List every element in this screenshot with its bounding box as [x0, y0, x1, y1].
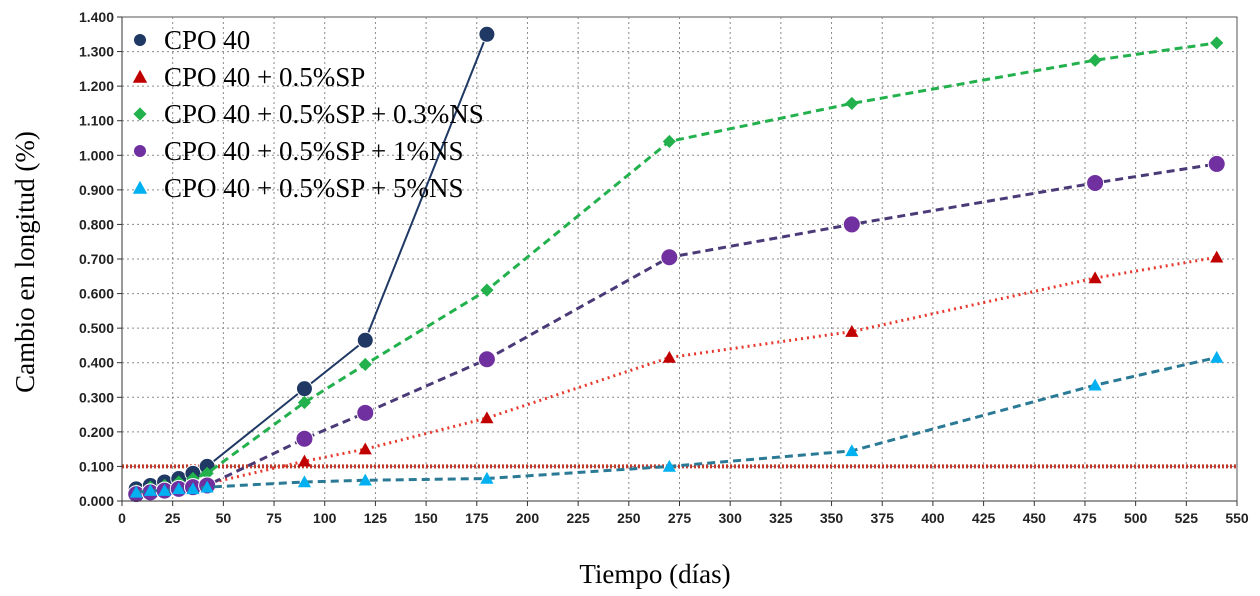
data-point [356, 403, 375, 422]
y-tick-label: 0.300 [79, 389, 114, 405]
data-point [480, 411, 494, 424]
data-point [129, 485, 143, 498]
x-tick-label: 225 [566, 510, 590, 526]
x-tick-label: 500 [1124, 510, 1148, 526]
x-tick-label: 300 [719, 510, 743, 526]
x-tick-label: 0 [118, 510, 126, 526]
legend-marker [134, 34, 146, 46]
y-tick-label: 0.800 [79, 216, 114, 232]
data-point [200, 480, 214, 493]
data-point [1088, 271, 1102, 284]
data-point [356, 331, 374, 349]
y-tick-label: 0.600 [79, 286, 114, 302]
data-point [143, 484, 157, 496]
y-tick-label: 0.100 [79, 458, 114, 474]
x-tick-label: 25 [165, 510, 181, 526]
legend-label: CPO 40 + 0.5%SP + 5%NS [164, 173, 464, 203]
y-tick-label: 1.000 [79, 147, 114, 163]
x-tick-label: 250 [617, 510, 641, 526]
data-point [1210, 350, 1224, 363]
y-tick-label: 1.200 [79, 78, 114, 94]
x-tick-label: 275 [668, 510, 692, 526]
data-point [477, 350, 496, 369]
data-point [297, 454, 312, 467]
data-point [295, 380, 313, 398]
y-tick-label: 0.700 [79, 251, 114, 267]
x-tick-label: 125 [364, 510, 388, 526]
data-point [186, 482, 200, 495]
y-tick-label: 1.300 [79, 44, 114, 60]
data-point [358, 442, 372, 455]
data-point [662, 134, 676, 149]
data-point [295, 429, 314, 448]
x-tick-label: 350 [820, 510, 844, 526]
data-point [662, 459, 676, 472]
x-tick-label: 50 [216, 510, 232, 526]
x-tick-label: 150 [414, 510, 438, 526]
x-tick-label: 400 [921, 510, 945, 526]
y-tick-label: 0.400 [79, 355, 114, 371]
data-point [297, 395, 312, 410]
y-axis-title: Cambio en longitud (%) [10, 131, 40, 393]
data-point [480, 283, 494, 297]
data-point [297, 475, 312, 488]
legend: CPO 40 CPO 40 + 0.5%SP CPO 40 + 0.5%SP + 0… [132, 25, 484, 203]
x-tick-label: 475 [1073, 510, 1097, 526]
y-tick-label: 0.900 [79, 182, 114, 198]
data-point [200, 466, 214, 480]
y-tick-label: 0.000 [79, 493, 114, 509]
y-tick-label: 0.500 [79, 320, 114, 336]
legend-marker [132, 180, 148, 194]
data-point [358, 473, 372, 486]
y-tick-label: 1.100 [79, 113, 114, 129]
x-tick-label: 425 [972, 510, 996, 526]
data-point [1088, 378, 1102, 391]
x-axis-title: Tiempo (días) [579, 559, 730, 589]
data-point [660, 248, 679, 267]
x-tick-label: 75 [266, 510, 282, 526]
axes: 0 25 50 75 100 125 150 175 200 225 250 275 300 325 350… [79, 9, 1249, 526]
x-tick-label: 550 [1225, 510, 1249, 526]
data-point [845, 325, 859, 337]
y-tick-label: 0.200 [79, 424, 114, 440]
data-point [842, 215, 861, 234]
legend-marker [132, 69, 148, 83]
data-point [1207, 154, 1226, 173]
legend-marker [134, 145, 146, 157]
x-tick-label: 175 [465, 510, 489, 526]
legend-label: CPO 40 + 0.5%SP [164, 62, 365, 92]
legend-marker [133, 107, 147, 121]
data-point [1210, 250, 1224, 263]
series-layer [127, 25, 1226, 504]
x-tick-label: 375 [871, 510, 895, 526]
legend-label: CPO 40 [164, 25, 250, 55]
data-point [480, 471, 494, 484]
data-point [358, 357, 372, 372]
data-point [478, 25, 496, 43]
data-point [662, 350, 676, 363]
x-tick-label: 325 [769, 510, 793, 526]
data-point [845, 96, 859, 111]
x-tick-label: 100 [313, 510, 337, 526]
data-point [845, 444, 859, 457]
series-5 [129, 350, 1224, 498]
data-point [172, 482, 186, 495]
y-tick-label: 1.400 [79, 9, 114, 25]
legend-label: CPO 40 + 0.5%SP + 0.3%NS [164, 99, 484, 129]
x-tick-label: 525 [1175, 510, 1199, 526]
data-point [1086, 173, 1105, 192]
legend-label: CPO 40 + 0.5%SP + 1%NS [164, 136, 464, 166]
data-point [157, 484, 172, 496]
data-point [1088, 53, 1102, 67]
x-tick-label: 200 [516, 510, 540, 526]
data-point [1210, 36, 1224, 50]
x-tick-label: 450 [1023, 510, 1047, 526]
